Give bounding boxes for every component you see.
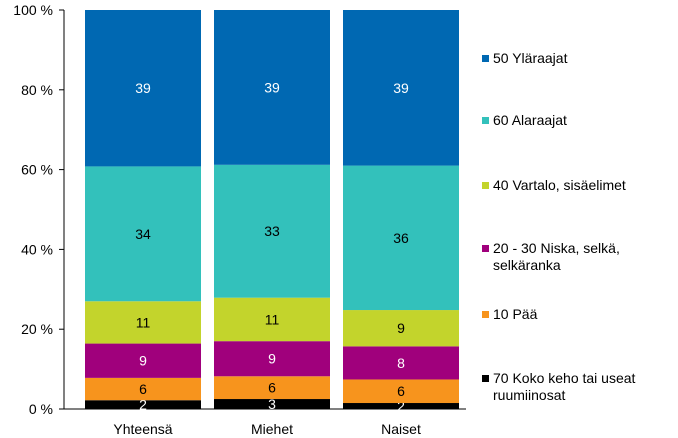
legend-item-paa: 10 Pää (482, 306, 672, 323)
legend-item-niska-selka: 20 - 30 Niska, selkä, selkäranka (482, 240, 632, 274)
x-category-label: Miehet (251, 421, 293, 437)
bar-segment (343, 10, 459, 166)
bar-segment (343, 403, 459, 409)
bar-segment (214, 164, 330, 298)
legend-item-vartalo: 40 Vartalo, sisäelimet (482, 177, 672, 194)
legend-swatch-niska-selka (482, 245, 489, 252)
data-label: 33 (264, 223, 280, 239)
data-label: 9 (268, 351, 276, 367)
bar-segment (85, 166, 201, 302)
bar-segment (85, 400, 201, 409)
bar-segment (214, 297, 330, 342)
data-label: 39 (264, 79, 280, 95)
legend-item-ylaraajat: 50 Yläraajat (482, 50, 672, 67)
bar-segment (214, 376, 330, 400)
legend-label-alaraajat: 60 Alaraajat (493, 112, 567, 128)
legend-label-paa: 10 Pää (493, 306, 538, 322)
bar-segment (343, 165, 459, 311)
y-tick-label: 40 % (21, 241, 53, 257)
data-label: 39 (135, 80, 151, 96)
legend-item-alaraajat: 60 Alaraajat (482, 112, 672, 129)
data-label: 9 (139, 353, 147, 369)
data-label: 36 (393, 230, 409, 246)
legend-item-koko-keho: 70 Koko keho tai useat ruumiinosat (482, 370, 662, 404)
x-category-label: Yhteensä (113, 421, 172, 437)
data-label: 2 (139, 397, 147, 413)
legend-label-vartalo: 40 Vartalo, sisäelimet (493, 177, 626, 193)
bar-segment (214, 10, 330, 165)
data-label: 11 (265, 311, 280, 327)
data-label: 39 (393, 80, 409, 96)
y-tick-label: 60 % (21, 162, 53, 178)
bar-segment (85, 10, 201, 167)
legend-swatch-vartalo (482, 182, 489, 189)
x-category-label: Naiset (381, 421, 421, 437)
data-label: 6 (139, 381, 147, 397)
y-tick-label: 80 % (21, 82, 53, 98)
y-tick-label: 0 % (29, 401, 53, 417)
data-label: 11 (136, 314, 151, 330)
data-label: 34 (135, 226, 151, 242)
data-label: 3 (268, 396, 276, 412)
y-tick-label: 20 % (21, 321, 53, 337)
legend-swatch-ylaraajat (482, 55, 489, 62)
bar-segment (214, 341, 330, 377)
y-tick-label: 100 % (13, 2, 53, 18)
legend-swatch-koko-keho (482, 375, 489, 382)
legend-swatch-alaraajat (482, 117, 489, 124)
bar-segment (214, 399, 330, 409)
data-label: 6 (268, 380, 276, 396)
data-label: 8 (397, 355, 405, 371)
legend-label-ylaraajat: 50 Yläraajat (493, 50, 568, 66)
data-label: 6 (397, 383, 405, 399)
data-label: 9 (397, 320, 405, 336)
legend-label-koko-keho: 70 Koko keho tai useat ruumiinosat (493, 370, 636, 403)
bar-segment (343, 346, 459, 380)
bar-segment (343, 310, 459, 347)
bar-segment (85, 343, 201, 378)
legend-swatch-paa (482, 311, 489, 318)
bar-segment (85, 301, 201, 344)
bar-segment (343, 379, 459, 404)
data-label: 2 (397, 398, 405, 414)
legend-label-niska-selka: 20 - 30 Niska, selkä, selkäranka (493, 240, 620, 273)
bar-segment (85, 377, 201, 401)
